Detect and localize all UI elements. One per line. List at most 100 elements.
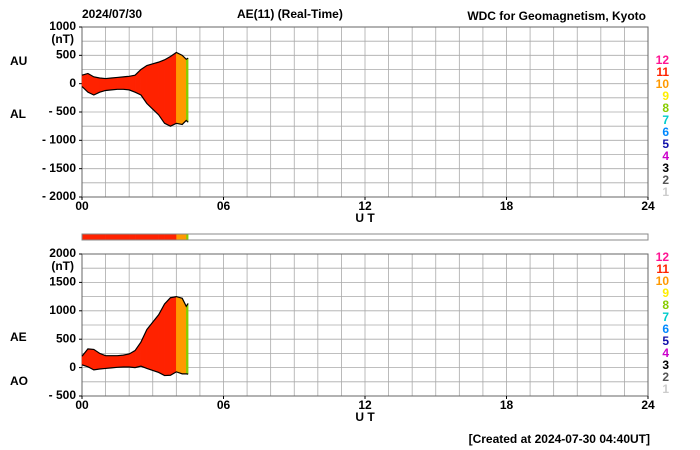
station-legend: 10 <box>656 274 670 288</box>
x-axis-label: U T <box>355 211 375 225</box>
x-tick-label: 18 <box>500 398 514 412</box>
station-strip <box>123 234 130 240</box>
range-fill <box>185 57 189 123</box>
x-axis-label: U T <box>355 410 375 424</box>
y-tick-label: 2000 <box>49 246 76 260</box>
station-strip <box>176 234 183 240</box>
station-legend: 9 <box>662 89 669 103</box>
x-tick-label: 00 <box>75 398 89 412</box>
range-fill <box>170 52 177 127</box>
station-legend: 10 <box>656 77 670 91</box>
x-tick-label: 18 <box>500 199 514 213</box>
x-tick-label: 12 <box>358 199 372 213</box>
range-fill <box>176 296 183 375</box>
range-fill <box>185 302 189 375</box>
x-tick-label: 24 <box>641 199 655 213</box>
y-tick-label: 1500 <box>49 275 76 289</box>
station-strip <box>135 234 142 240</box>
range-fill <box>81 348 89 368</box>
station-strip <box>105 234 112 240</box>
station-legend: 1 <box>662 382 669 396</box>
series-label: AU <box>10 54 27 68</box>
y-unit: (nT) <box>51 32 74 46</box>
station-legend: 12 <box>656 250 670 264</box>
y-tick-label: - 2000 <box>42 189 76 203</box>
station-legend: 7 <box>662 310 669 324</box>
y-tick-label: 0 <box>69 76 76 90</box>
station-legend: 3 <box>662 358 669 372</box>
station-strip <box>158 234 165 240</box>
station-legend: 2 <box>662 173 669 187</box>
station-strip <box>186 234 189 240</box>
y-tick-label: 0 <box>69 360 76 374</box>
station-strip <box>93 234 100 240</box>
station-strip <box>140 234 148 240</box>
x-tick-label: 06 <box>217 398 231 412</box>
station-strip <box>82 234 89 240</box>
strip-frame <box>81 233 649 241</box>
series-label: AO <box>10 374 28 388</box>
station-legend: 11 <box>656 65 669 79</box>
series-line <box>81 86 189 127</box>
station-strip <box>170 234 177 240</box>
station-legend: 11 <box>656 262 669 276</box>
range-fill <box>111 77 118 91</box>
station-strip <box>117 234 124 240</box>
y-tick-label: - 1500 <box>42 161 76 175</box>
range-fill <box>146 321 153 371</box>
range-fill <box>170 296 177 376</box>
x-tick-label: 12 <box>358 398 372 412</box>
station-legend: 1 <box>662 185 669 199</box>
station-legend: 6 <box>662 322 669 336</box>
station-legend: 4 <box>662 149 669 163</box>
station-legend: 2 <box>662 370 669 384</box>
station-legend: 4 <box>662 346 669 360</box>
range-fill <box>123 353 130 368</box>
range-fill <box>181 298 187 375</box>
y-tick-label: - 500 <box>49 388 77 402</box>
chart-title: AE(11) (Real-Time) <box>237 7 343 21</box>
series-line <box>81 295 189 357</box>
date: 2024/07/30 <box>82 7 142 21</box>
y-unit: (nT) <box>51 259 74 273</box>
station-legend: 7 <box>662 113 669 127</box>
station-strip <box>99 234 106 240</box>
station-strip <box>152 234 159 240</box>
station-legend: 8 <box>662 298 669 312</box>
x-tick-label: 00 <box>75 199 89 213</box>
station-strip <box>164 234 171 240</box>
range-fill <box>117 76 124 90</box>
station-strip <box>182 234 187 240</box>
range-fill <box>146 63 153 110</box>
range-fill <box>105 355 112 369</box>
station-legend: 8 <box>662 101 669 115</box>
range-fill <box>123 76 130 91</box>
range-fill <box>117 354 124 368</box>
y-tick-label: 1000 <box>49 19 76 33</box>
y-tick-label: - 500 <box>49 104 77 118</box>
range-fill <box>158 59 165 125</box>
station-legend: 6 <box>662 125 669 139</box>
range-fill <box>152 314 159 373</box>
series-line <box>81 51 189 80</box>
range-fill <box>176 52 183 125</box>
x-tick-label: 24 <box>641 398 655 412</box>
x-tick-label: 06 <box>217 199 231 213</box>
range-fill <box>164 297 171 376</box>
series-label: AE <box>10 330 27 344</box>
station-strip <box>87 234 95 240</box>
range-fill <box>105 77 112 91</box>
station-strip <box>146 234 154 240</box>
y-tick-label: 1000 <box>49 303 76 317</box>
range-fill <box>158 303 165 376</box>
range-fill <box>164 56 171 127</box>
station-legend: 5 <box>662 334 669 348</box>
y-tick-label: 500 <box>56 331 76 345</box>
y-tick-label: - 1000 <box>42 133 76 147</box>
range-fill <box>134 68 142 96</box>
station-legend: 5 <box>662 137 669 151</box>
source: WDC for Geomagnetism, Kyoto <box>467 9 646 23</box>
footer: [Created at 2024-07-30 04:40UT] <box>469 432 650 446</box>
station-strip <box>111 234 118 240</box>
